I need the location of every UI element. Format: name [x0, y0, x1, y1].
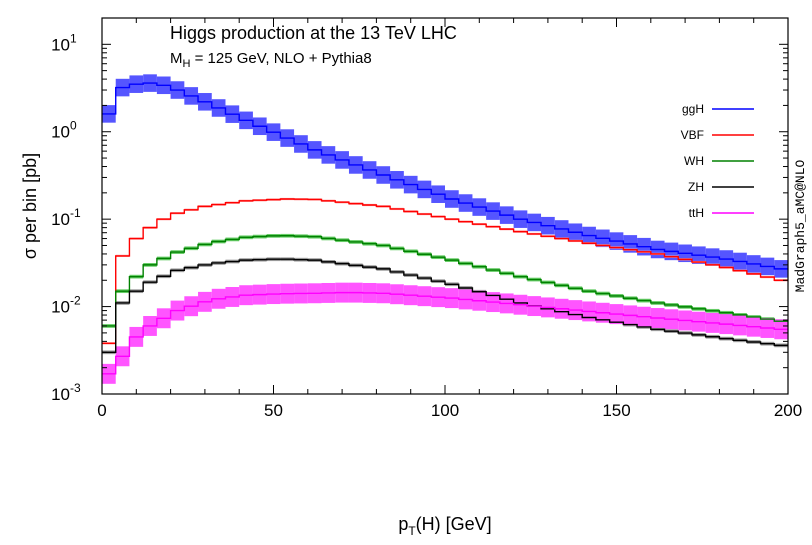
y-tick-label: 10: [51, 210, 70, 229]
watermark-text: MadGraph5_aMC@NLO: [793, 159, 808, 292]
x-axis-title: pT(H) [GeV]: [398, 514, 491, 538]
series-line-ggh: [102, 82, 788, 270]
y-tick-label: 10: [51, 123, 70, 142]
uncertainty-bands: [102, 74, 788, 384]
y-tick-label: 10: [51, 385, 70, 404]
x-tick-label: 150: [602, 401, 630, 420]
y-tick-label: 10: [51, 35, 70, 54]
y-tick-label: 10: [51, 298, 70, 317]
y-tick-exponent: 1: [70, 31, 77, 45]
x-tick-labels: 0 50 100 150 200: [97, 401, 802, 420]
chart-title: Higgs production at the 13 TeV LHC: [170, 23, 457, 43]
legend-label-vbf: VBF: [681, 128, 704, 142]
y-tick-exponent: -2: [70, 294, 81, 308]
series-line-wh: [102, 235, 788, 327]
series-line-vbf: [102, 198, 788, 345]
x-tick-label: 0: [97, 401, 106, 420]
y-tick-exponent: -3: [70, 381, 81, 395]
x-tick-label: 100: [431, 401, 459, 420]
x-tick-label: 50: [264, 401, 283, 420]
legend-label-zh: ZH: [688, 180, 704, 194]
series-lines: [102, 82, 788, 375]
legend-label-wh: WH: [684, 154, 704, 168]
y-tick-exponent: -1: [70, 206, 81, 220]
legend-label-ggh: ggH: [682, 102, 704, 116]
y-tick-exponent: 0: [70, 119, 77, 133]
x-tick-label: 200: [774, 401, 802, 420]
axis-ticks: [101, 17, 789, 395]
series-line-tth: [102, 291, 788, 375]
legend-label-tth: ttH: [689, 206, 704, 220]
y-axis-title: σ per bin [pb]: [20, 153, 40, 259]
legend: ggH VBF WH ZH ttH: [681, 102, 754, 220]
chart-subtitle: MH = 125 GeV, NLO + Pythia8: [170, 50, 372, 70]
series-line-zh: [102, 258, 788, 353]
